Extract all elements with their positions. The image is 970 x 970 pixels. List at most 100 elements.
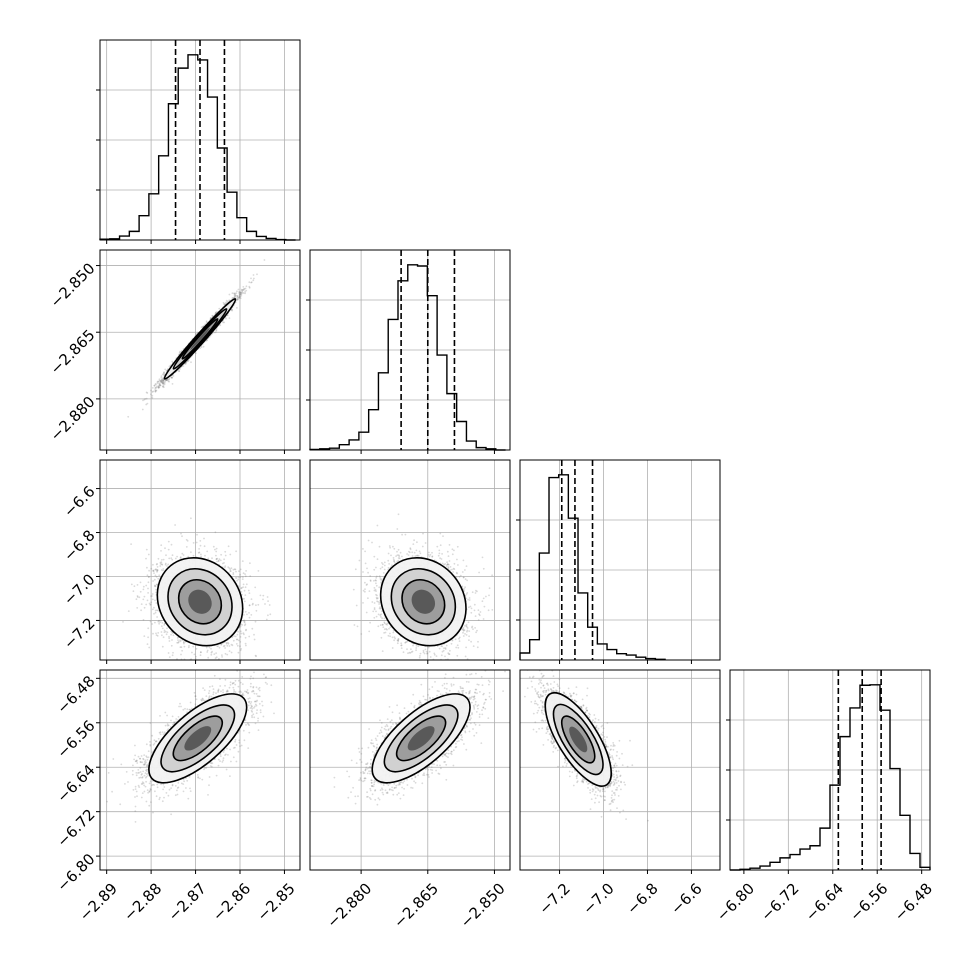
scatter-point (157, 386, 160, 389)
scatter-point (163, 371, 165, 374)
scatter-point (223, 321, 226, 324)
scatter-point (215, 547, 218, 550)
scatter-point (155, 634, 158, 636)
scatter-point (233, 295, 236, 297)
scatter-point (187, 360, 190, 362)
scatter-point (157, 385, 160, 388)
scatter-point (165, 379, 167, 382)
scatter-point (236, 307, 238, 309)
scatter-point (166, 565, 168, 567)
scatter-point (199, 654, 202, 657)
scatter-point (168, 380, 170, 383)
scatter-point (170, 376, 173, 378)
density-fill-3 (190, 327, 210, 350)
scatter-point (207, 656, 210, 659)
scatter-point (162, 381, 165, 384)
scatter-point (162, 382, 165, 384)
scatter-point (162, 385, 164, 388)
scatter-point (155, 389, 158, 392)
scatter-point (150, 601, 153, 604)
scatter-point (150, 393, 152, 396)
scatter-point (177, 641, 180, 643)
scatter-point (133, 585, 136, 588)
scatter-point (202, 345, 205, 348)
scatter-point (222, 301, 225, 304)
scatter-point (155, 389, 157, 392)
scatter-point (218, 658, 220, 660)
scatter-point (171, 632, 174, 634)
scatter-point (155, 563, 158, 566)
scatter-point (160, 379, 163, 382)
scatter-point (226, 314, 229, 316)
scatter-point (222, 645, 225, 648)
scatter-point (160, 375, 163, 377)
scatter-point (215, 558, 218, 560)
scatter-point (168, 365, 171, 368)
scatter-point (244, 594, 247, 596)
scatter-point (238, 291, 241, 294)
scatter-point (241, 560, 244, 562)
scatter-point (158, 384, 161, 387)
scatter-point (236, 295, 239, 297)
scatter-point (163, 629, 166, 632)
scatter-point (236, 296, 239, 298)
scatter-point (187, 359, 190, 361)
scatter-point (199, 651, 202, 654)
scatter-point (238, 291, 241, 293)
scatter-point (168, 377, 171, 380)
scatter-point (174, 557, 177, 560)
scatter-point (182, 365, 185, 367)
scatter-point (162, 382, 164, 385)
scatter-point (242, 292, 245, 294)
scatter-point (235, 638, 238, 641)
scatter-point (242, 286, 245, 288)
scatter-point (205, 320, 208, 323)
scatter-point (154, 574, 157, 577)
scatter-point (156, 569, 159, 572)
scatter-point (158, 378, 161, 381)
scatter-point (159, 563, 162, 565)
scatter-point (158, 383, 161, 386)
scatter-point (205, 321, 208, 324)
scatter-point (241, 289, 243, 292)
scatter-point (237, 576, 240, 579)
scatter-point (227, 641, 230, 644)
scatter-point (264, 603, 266, 605)
scatter-point (179, 646, 182, 648)
scatter-point (234, 296, 236, 299)
scatter-point (226, 644, 229, 647)
scatter-point (177, 641, 180, 644)
scatter-point (194, 658, 197, 660)
scatter-point (228, 650, 231, 652)
scatter-point (218, 646, 221, 649)
scatter-point (170, 644, 173, 647)
scatter-point (248, 286, 251, 289)
scatter-point (161, 380, 164, 383)
scatter-point (206, 550, 209, 553)
scatter-point (198, 548, 201, 550)
scatter-point (235, 577, 238, 579)
scatter-point (172, 375, 175, 377)
scatter-point (263, 259, 266, 261)
scatter-point (190, 361, 192, 364)
scatter-point (171, 383, 174, 385)
scatter-point (142, 585, 145, 588)
scatter-point (154, 585, 157, 588)
scatter-point (224, 303, 227, 305)
scatter-point (142, 619, 145, 621)
scatter-point (171, 376, 173, 379)
scatter-point (231, 636, 234, 639)
scatter-point (238, 296, 241, 299)
scatter-point (245, 289, 248, 292)
scatter-point (162, 372, 165, 375)
scatter-point (181, 649, 184, 652)
scatter-point (161, 645, 164, 648)
scatter-point (240, 291, 242, 294)
panel-frame (519, 459, 721, 661)
scatter-point (239, 625, 242, 628)
scatter-point (220, 643, 223, 646)
scatter-point (213, 653, 216, 655)
scatter-point (250, 281, 253, 284)
scatter-point (233, 635, 236, 637)
